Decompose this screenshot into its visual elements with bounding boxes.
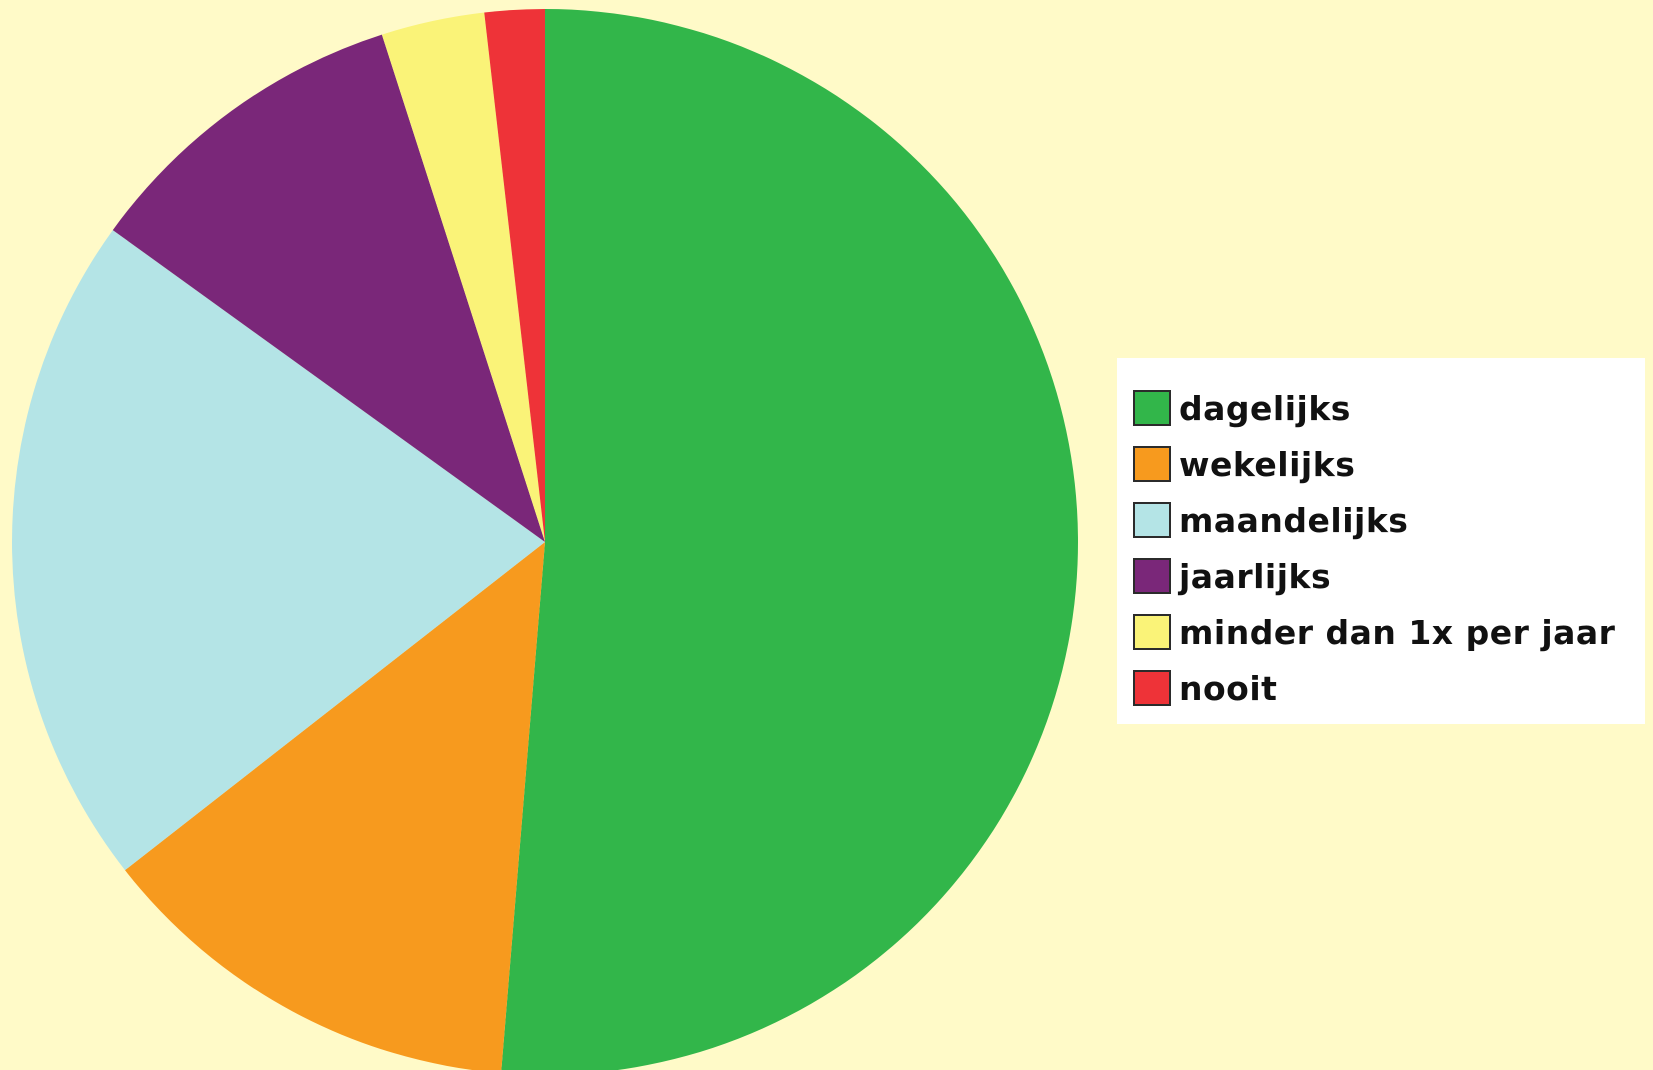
pie-chart [11,9,1078,1070]
pie-slice-3 [112,34,546,542]
legend-item: wekelijks [1133,436,1645,492]
legend-item: nooit [1133,660,1645,716]
legend-item: jaarlijks [1133,548,1645,604]
legend-swatch [1133,558,1171,594]
legend-label: dagelijks [1179,388,1351,428]
pie-slice-4 [381,12,545,542]
legend-item: dagelijks [1133,380,1645,436]
legend-swatch [1133,670,1171,706]
legend-swatch [1133,390,1171,426]
legend-label: minder dan 1x per jaar [1179,612,1616,652]
pie-slice-5 [484,9,545,542]
legend-swatch [1133,614,1171,650]
chart-legend: dagelijks wekelijks maandelijks jaarlijks mi… [1117,358,1645,724]
legend-item: minder dan 1x per jaar [1133,604,1645,660]
pie-slice-0 [501,9,1078,1070]
legend-label: jaarlijks [1179,556,1332,596]
legend-item: maandelijks [1133,492,1645,548]
legend-label: wekelijks [1179,444,1356,484]
legend-swatch [1133,446,1171,482]
pie-slice-2 [11,230,546,871]
pie-slice-1 [124,542,545,1070]
legend-label: maandelijks [1179,500,1409,540]
legend-label: nooit [1179,668,1278,708]
legend-swatch [1133,502,1171,538]
